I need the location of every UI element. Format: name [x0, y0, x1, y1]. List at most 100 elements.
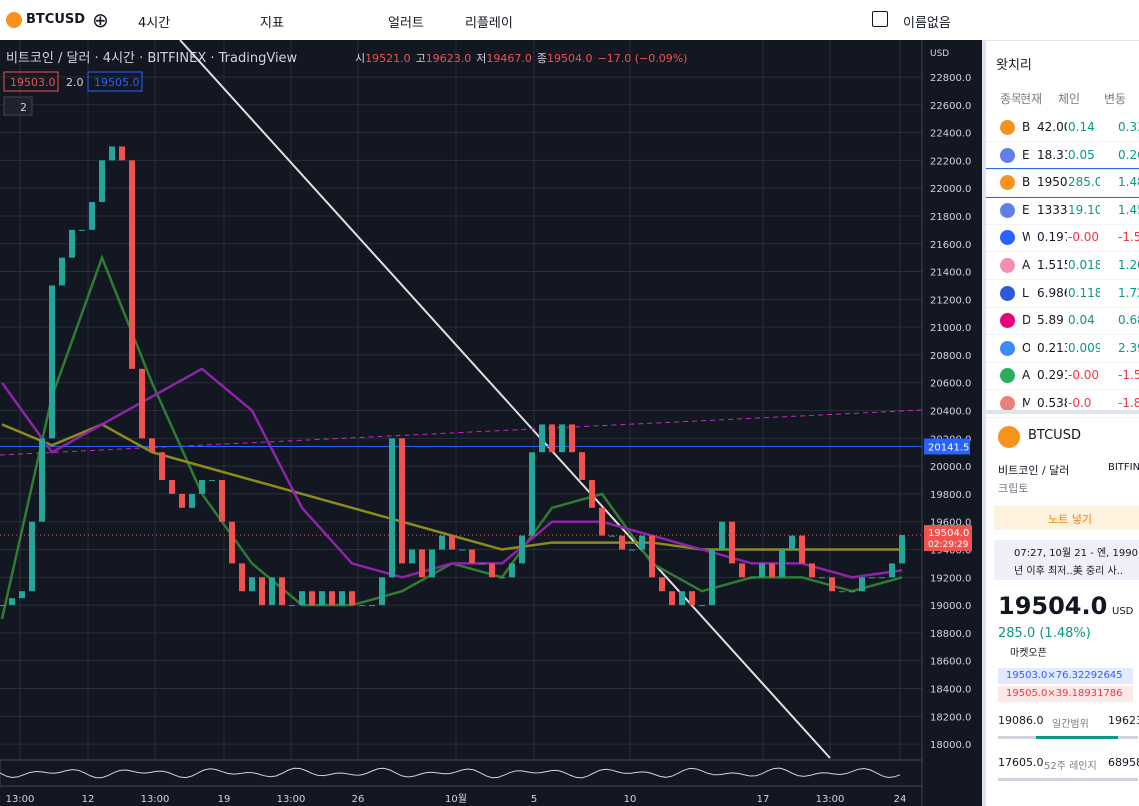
- y-tick-label: 21600.0: [930, 240, 971, 251]
- currency: USD: [930, 49, 949, 59]
- watchlist-row[interactable]: E 18.310.05 0.26: [986, 142, 1139, 170]
- toolbar: BTCUSD ⊕ 4시간 지표 얼러트 리플레이 이름없음: [0, 0, 1139, 41]
- day-low: 19086.0: [998, 714, 1044, 727]
- hline-label-bg: [924, 438, 970, 455]
- watchlist-cell: W: [1022, 230, 1030, 244]
- candle: [519, 535, 525, 564]
- watchlist-cell: 0.291: [1037, 368, 1067, 383]
- candle: [269, 577, 275, 606]
- watchlist-cell: 1333: [1037, 202, 1067, 217]
- replay[interactable]: 리플레이: [465, 16, 513, 31]
- year-low: 17605.0: [998, 756, 1044, 769]
- watchlist-row[interactable]: B 42.000.14 0.33: [986, 114, 1139, 142]
- watchlist-row[interactable]: L 6.9860.118 1.72: [986, 280, 1139, 308]
- candle: [59, 257, 65, 286]
- candle: [359, 605, 365, 607]
- legend-low_label: 저: [476, 52, 486, 65]
- coin-icon: [1000, 285, 1015, 301]
- watchlist-row[interactable]: A 1.5150.018 1.20: [986, 252, 1139, 280]
- coin-icon: [1000, 120, 1015, 135]
- candle: [789, 535, 795, 550]
- candle: [739, 563, 745, 578]
- candle: [539, 424, 545, 453]
- watchlist-cell: 5.89: [1037, 313, 1064, 328]
- candle: [779, 549, 785, 578]
- watchlist-title[interactable]: 왓치리: [996, 58, 1032, 73]
- news-line: 년 이후 최저..美 중리 사..: [1014, 566, 1124, 577]
- candle: [229, 521, 235, 564]
- detail-currency: USD: [1112, 606, 1134, 617]
- candle: [379, 577, 385, 606]
- candle: [679, 591, 685, 606]
- candle: [29, 521, 35, 592]
- candle: [499, 577, 505, 579]
- layout-name[interactable]: 이름없음: [903, 16, 951, 31]
- candle: [19, 591, 25, 599]
- detail-name: 비트코인 / 달러: [998, 464, 1070, 477]
- detail-category: 크립토: [998, 482, 1029, 495]
- candle: [459, 549, 465, 551]
- watchlist-row[interactable]: D 5.89 0.04 0.68: [986, 307, 1139, 336]
- coin-icon: [1000, 175, 1015, 191]
- watchlist-cell: 0.197: [1037, 230, 1067, 245]
- watchlist-cell: -1.50: [1118, 230, 1139, 245]
- watchlist-row[interactable]: W 0.197-0.00 -1.50: [986, 224, 1139, 253]
- note-button: 노트 넣기: [1048, 513, 1092, 526]
- bid-box: [3, 71, 59, 92]
- y-tick-label: 21200.0: [930, 295, 971, 306]
- column-header: 변동: [1104, 92, 1127, 106]
- watchlist-row[interactable]: O 0.2130.009 2.39: [986, 335, 1139, 363]
- x-tick-label: 13:00: [141, 794, 170, 805]
- watchlist-cell: 0.018: [1068, 258, 1100, 272]
- watchlist-cell: 42.00: [1037, 120, 1067, 134]
- candle: [79, 229, 85, 231]
- watchlist-cell: D: [1022, 313, 1030, 327]
- candle: [69, 229, 75, 258]
- candle: [889, 563, 895, 578]
- y-tick-label: 18600.0: [930, 657, 971, 668]
- alerts[interactable]: 얼러트: [388, 16, 424, 31]
- candle: [629, 549, 635, 551]
- candle: [109, 146, 115, 161]
- candle: [719, 521, 725, 550]
- x-tick-label: 10: [624, 794, 637, 805]
- y-tick-label: 21800.0: [930, 212, 971, 223]
- watchlist-cell: 1.45: [1118, 202, 1139, 217]
- coin-icon: [1000, 368, 1015, 384]
- countdown: 02:29:29: [928, 540, 969, 550]
- candle: [819, 577, 825, 579]
- coin-icon: [1000, 313, 1015, 329]
- chart: 18000.0 18200.0 18400.0 18600.0 18800.0 19000…: [0, 40, 982, 806]
- x-tick-label: 19: [218, 794, 231, 805]
- candle: [509, 563, 515, 578]
- candle: [829, 577, 835, 592]
- x-tick-label: 12: [82, 794, 95, 805]
- interval[interactable]: 4시간: [138, 16, 171, 31]
- watchlist-cell: B: [1022, 175, 1030, 190]
- candle: [159, 452, 165, 481]
- candle: [89, 202, 95, 230]
- watchlist-row[interactable]: M 0.538-0.0 -1.82: [986, 390, 1139, 418]
- candle: [579, 452, 585, 481]
- y-tick-label: 22000.0: [930, 184, 971, 195]
- checkbox[interactable]: [872, 11, 888, 27]
- y-tick-label: 18000.0: [930, 740, 971, 751]
- collapse-box: [3, 96, 33, 116]
- add-symbol[interactable]: ⊕: [92, 8, 109, 32]
- y-tick-label: 20000.0: [930, 462, 971, 473]
- candle: [609, 535, 615, 537]
- candle: [279, 577, 285, 606]
- candle: [39, 438, 45, 522]
- coin-icon: [1000, 202, 1015, 218]
- watchlist-cell: 0.118: [1068, 285, 1100, 300]
- watchlist-row[interactable]: A 0.291-0.00 -1.59: [986, 362, 1139, 391]
- indicators[interactable]: 지표: [260, 16, 284, 31]
- candle: [839, 591, 845, 593]
- coin-icon: [1000, 396, 1015, 411]
- coin-icon: [998, 426, 1020, 448]
- symbol[interactable]: BTCUSD: [26, 12, 86, 27]
- candle: [699, 605, 705, 607]
- detail-exchange: BITFINEX: [1108, 462, 1139, 473]
